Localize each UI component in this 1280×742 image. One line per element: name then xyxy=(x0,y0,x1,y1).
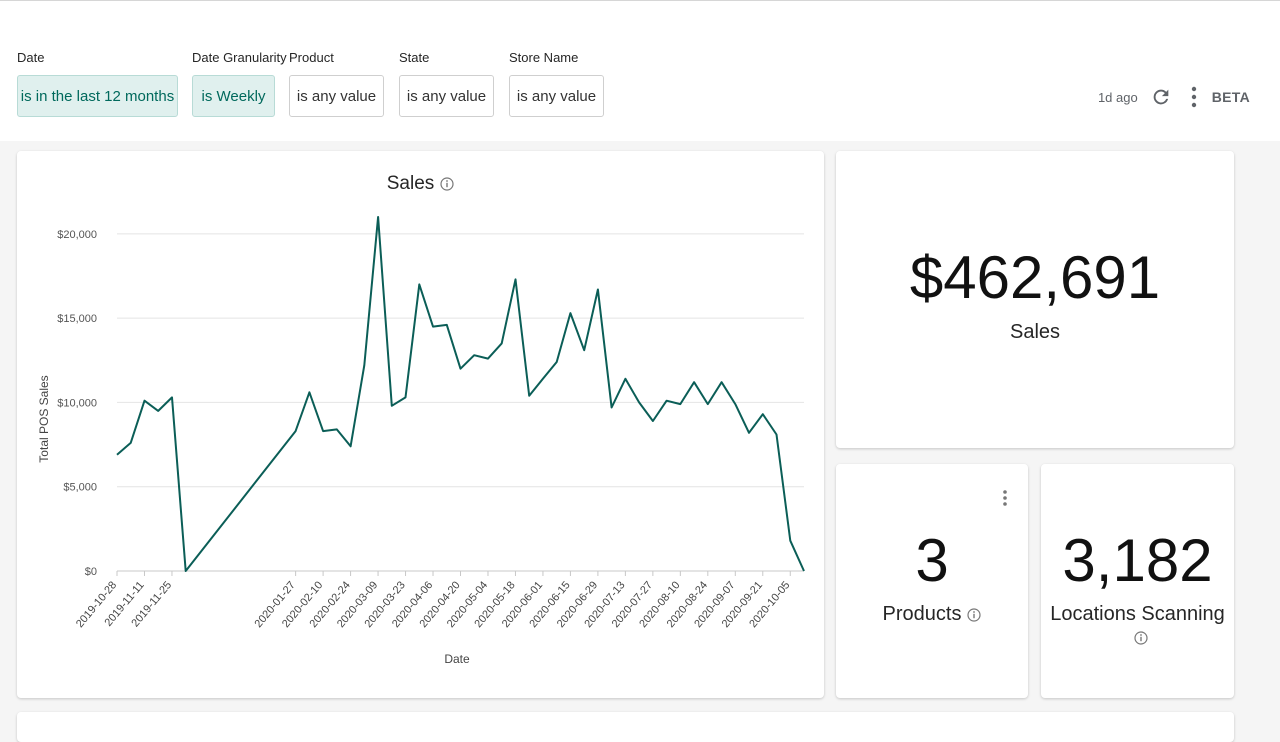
filter-state-value-button[interactable]: is any value xyxy=(399,75,494,117)
locations-kpi-value: 3,182 xyxy=(1062,527,1213,594)
filter-state-label: State xyxy=(399,50,430,65)
sales-kpi-value: $462,691 xyxy=(909,244,1161,311)
sales-chart-title: Sales xyxy=(17,173,824,197)
more-vert-icon[interactable] xyxy=(1190,84,1198,110)
filter-store-name: Store Name is any value xyxy=(509,49,604,117)
filter-store-name-value-button[interactable]: is any value xyxy=(509,75,604,117)
dashboard-controls: 1d ago BETA xyxy=(1098,81,1250,113)
locations-kpi-label: Locations Scanning xyxy=(1041,603,1234,651)
filter-product-value-button[interactable]: is any value xyxy=(289,75,384,117)
products-kpi-label: Products xyxy=(836,603,1028,628)
filter-date: Date is in the last 12 months xyxy=(17,49,178,117)
y-tick-label: $0 xyxy=(85,566,97,578)
filter-date-label: Date xyxy=(17,50,45,65)
filter-bar: Date is in the last 12 months Date Granu… xyxy=(0,0,1280,141)
products-kpi-value[interactable]: 3 xyxy=(915,527,949,594)
products-kpi-label-text: Products xyxy=(882,603,962,625)
sales-chart-title-text: Sales xyxy=(386,173,435,194)
last-updated-text: 1d ago xyxy=(1097,89,1138,105)
filter-date-granularity: Date Granularity is Weekly xyxy=(192,49,287,117)
sales-kpi-card: $462,691 Sales xyxy=(836,151,1234,448)
filter-state: State is any value xyxy=(399,49,494,117)
filter-product-label: Product xyxy=(289,50,334,65)
sales-series-line xyxy=(116,216,805,572)
filter-product: Product is any value xyxy=(289,49,384,117)
y-axis-label: Total POS Sales xyxy=(37,375,51,462)
filter-date-granularity-label: Date Granularity xyxy=(192,50,287,65)
beta-label: BETA xyxy=(1211,89,1250,105)
info-icon[interactable] xyxy=(1133,628,1148,651)
filter-date-value-button[interactable]: is in the last 12 months xyxy=(17,75,178,117)
x-axis-label: Date xyxy=(444,652,470,666)
filter-date-granularity-value-button[interactable]: is Weekly xyxy=(192,75,275,117)
tile-menu-icon[interactable] xyxy=(1001,488,1009,508)
refresh-icon[interactable] xyxy=(1148,84,1174,110)
y-tick-label: $20,000 xyxy=(57,229,97,241)
next-row-card xyxy=(17,712,1234,742)
y-tick-label: $10,000 xyxy=(57,397,97,409)
y-tick-label: $5,000 xyxy=(63,482,97,494)
filter-store-name-label: Store Name xyxy=(509,50,579,65)
y-tick-label: $15,000 xyxy=(57,313,97,325)
info-icon[interactable] xyxy=(967,605,982,628)
sales-line-chart: $0$5,000$10,000$15,000$20,0002019-10-282… xyxy=(37,216,805,666)
locations-kpi-label-text: Locations Scanning xyxy=(1050,603,1225,625)
info-icon[interactable] xyxy=(440,175,454,197)
sales-kpi-label: Sales xyxy=(1009,321,1061,343)
sales-chart-card: Sales $0 $5,000 $10,000 $15,000 $20,000 2019-… xyxy=(17,151,824,698)
products-kpi-card: 3 Products xyxy=(836,464,1028,698)
locations-kpi-card: 3,182 Locations Scanning xyxy=(1041,464,1234,698)
